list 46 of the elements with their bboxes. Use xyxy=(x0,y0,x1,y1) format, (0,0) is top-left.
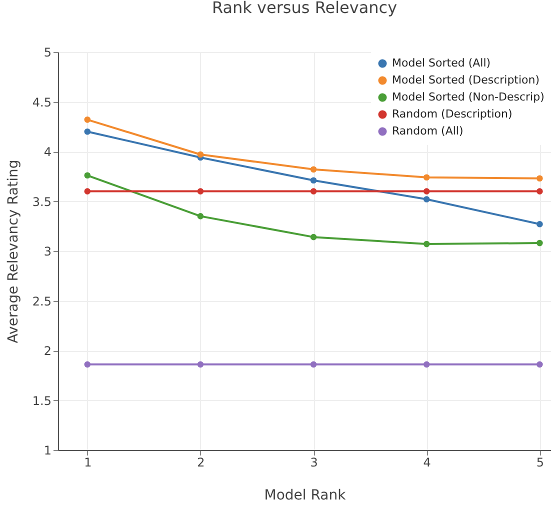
point xyxy=(84,116,91,123)
y-tick-label: 4.5 xyxy=(32,95,52,110)
point xyxy=(197,361,204,368)
point xyxy=(423,196,430,202)
point xyxy=(536,188,543,194)
point xyxy=(536,240,543,246)
x-tick-label: 5 xyxy=(536,456,544,470)
y-tick-label: 2.5 xyxy=(32,294,52,308)
point xyxy=(536,361,543,368)
legend-label: Model Sorted (Description) xyxy=(392,74,540,86)
point xyxy=(536,220,543,228)
y-tick-label: 3.5 xyxy=(32,194,52,209)
point xyxy=(310,177,317,184)
point xyxy=(310,188,317,194)
point xyxy=(423,240,430,248)
y-tick-label: 1 xyxy=(44,444,52,458)
y-tick-label: 2 xyxy=(44,344,52,358)
y-tick-label: 1.5 xyxy=(32,394,52,408)
point xyxy=(423,174,430,181)
point xyxy=(84,128,91,135)
legend-label: Random (Description) xyxy=(392,108,512,120)
point xyxy=(84,361,91,368)
point xyxy=(423,188,430,194)
legend-label: Model Sorted (Non-Descrip) xyxy=(392,90,544,104)
y-tick-label: 4 xyxy=(44,145,52,159)
x-tick-label: 2 xyxy=(197,456,205,470)
point xyxy=(84,172,91,179)
point xyxy=(197,188,204,194)
point xyxy=(197,213,204,220)
y-tick-label: 5 xyxy=(44,46,52,60)
chart-title: Rank versus Relevancy xyxy=(212,0,398,17)
x-tick-label: 4 xyxy=(423,456,431,470)
x-axis-title: Model Rank xyxy=(264,488,347,504)
point xyxy=(310,234,317,240)
x-tick-label: 1 xyxy=(84,456,92,470)
point xyxy=(536,175,543,182)
point xyxy=(84,188,91,194)
y-axis-title: Average Relevancy Rating xyxy=(5,160,22,344)
point xyxy=(310,361,317,368)
y-tick-label: 3 xyxy=(44,244,52,258)
x-tick-label: 3 xyxy=(310,456,318,470)
legend-label: Random (All) xyxy=(392,124,464,138)
legend-label: Model Sorted (All) xyxy=(392,56,491,70)
point xyxy=(197,151,204,158)
point xyxy=(423,361,430,368)
point xyxy=(310,166,317,173)
